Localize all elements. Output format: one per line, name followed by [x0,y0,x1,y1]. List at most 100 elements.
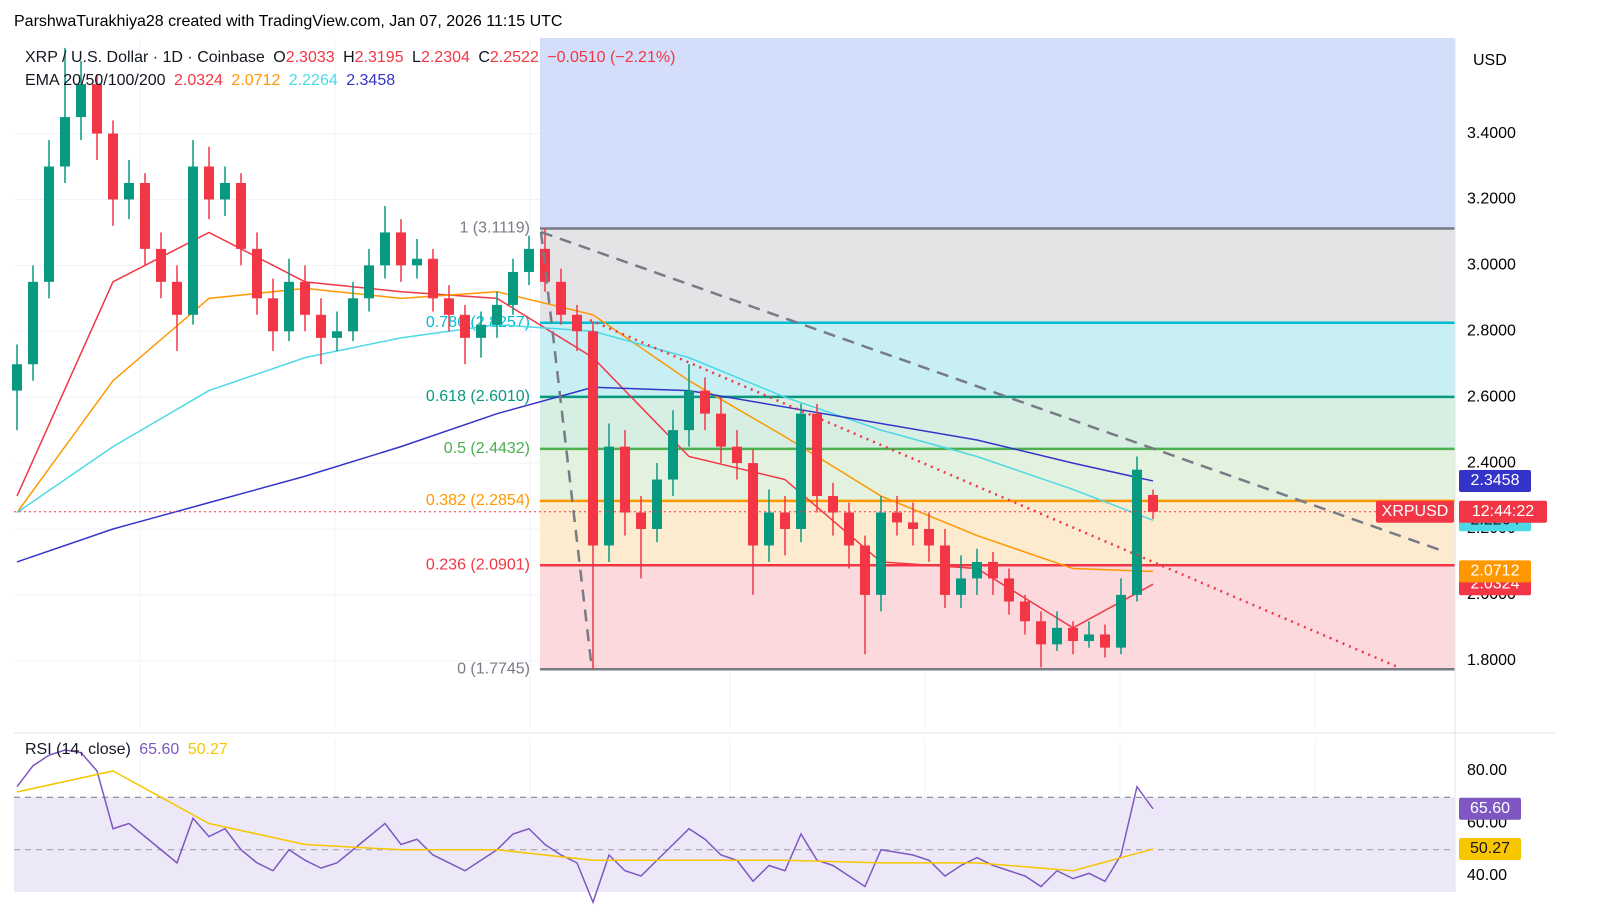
candle-body [1148,494,1158,512]
rsi-legend: RSI (14, close) 65.60 50.27 [25,741,232,759]
fib-zone [540,228,1455,323]
candle-body [444,298,454,315]
indicator-name: EMA 20/50/100/200 [25,72,166,89]
candle-body [236,182,246,249]
ema-axis-label-bg [1459,560,1531,583]
candle-body [268,298,278,332]
rsi-band [14,797,1455,892]
candle-body [1020,601,1030,622]
candle-body [572,314,582,332]
candle-body [652,479,662,529]
rsi-axis-label-bg [1459,797,1521,820]
candle-body [460,314,470,338]
y-tick-label: 3.2000 [1467,191,1516,208]
candle-body [892,512,902,523]
candle-body [956,578,966,595]
candle-body [620,446,630,513]
ohlc-value: 2.3033 [285,49,335,66]
symbol-label-bg [1376,500,1454,523]
currency: USD [1473,52,1507,69]
candle-body [252,248,262,299]
candle-body [972,561,982,579]
fib-label: 1 (3.1119) [459,220,530,237]
candle-body [636,512,646,529]
ohlc-value: 2.2522 [489,49,539,66]
ema-legend: EMA 20/50/100/200 2.0324 2.0712 2.2264 2… [25,72,399,90]
price-legend: XRP / U.S. Dollar · 1D · Coinbase O2.303… [25,49,679,67]
candle-body [364,265,374,299]
fib-zone [540,500,1455,566]
candle-body [1068,627,1078,642]
ohlc-label: H [343,49,355,66]
y-tick-label: 2.6000 [1467,388,1516,405]
candle-body [748,463,758,546]
rsi-value: 50.27 [187,741,228,758]
fib-label: 0.5 (2.4432) [444,440,530,457]
y-tick-label: 40.00 [1467,867,1507,884]
indicator-name: RSI (14, close) [25,741,131,758]
y-tick-label: 1.8000 [1467,652,1516,669]
candle-body [1004,578,1014,602]
candle-body [988,561,998,579]
candle-body [76,84,86,118]
candle-body [204,166,214,200]
candle-body [860,545,870,595]
attribution: ParshwaTurakhiya28 created with TradingV… [14,13,562,30]
ema-value: 2.2264 [288,72,338,89]
y-tick-label: 3.0000 [1467,257,1516,274]
fib-label: 0.382 (2.2854) [426,492,530,509]
rsi-value: 65.60 [139,741,180,758]
candle-body [556,281,566,315]
fib-zone [540,565,1455,670]
candle-body [1116,594,1126,648]
ohlc-value: 2.3195 [354,49,404,66]
candle-body [316,314,326,338]
ema-value: 2.0324 [174,72,223,89]
ema-axis-label-bg [1459,469,1531,492]
candle-body [92,84,102,134]
ema-value: 2.0712 [231,72,281,89]
candle-body [428,258,438,299]
candle-body [156,248,166,282]
candle-body [124,182,134,200]
candle-body [508,271,518,305]
candle-body [924,528,934,546]
candle-body [348,298,358,332]
candle-body [300,281,310,315]
fib-label: 0.786 (2.8257) [426,314,530,331]
y-tick-label: 80.00 [1467,762,1507,779]
candle-body [140,182,150,249]
candle-body [732,446,742,464]
fib-zone [540,38,1455,229]
candle-body [604,446,614,546]
fib-label: 0.618 (2.6010) [426,388,530,405]
candle-body [588,331,598,546]
candle-body [412,258,422,266]
candle-body [812,413,822,497]
change: −0.0510 (−2.21%) [547,49,676,66]
rsi-line [16,770,1154,872]
candle-body [108,133,118,200]
rsi-axis-label: 65.60 [1470,800,1510,817]
chart-base: 1.80002.00002.20002.40002.60002.80003.00… [12,38,1555,905]
candle-body [668,430,678,480]
candle-body [780,512,790,529]
candle-body [476,324,486,338]
candle-body [1100,634,1110,648]
candle-body [188,166,198,315]
candle-body [220,182,230,200]
rsi-axis-label-bg [1459,838,1521,861]
candle-body [1052,627,1062,645]
candle-body [172,281,182,315]
candle-body [396,232,406,266]
candle-body [60,117,70,167]
fib-zone [540,322,1455,397]
candle-body [380,232,390,266]
fib-label: 0 (1.7745) [457,660,530,677]
fib-label: 0.236 (2.0901) [426,556,530,573]
candle-body [844,512,854,546]
candle-body [1036,621,1046,645]
candle-body [940,545,950,595]
